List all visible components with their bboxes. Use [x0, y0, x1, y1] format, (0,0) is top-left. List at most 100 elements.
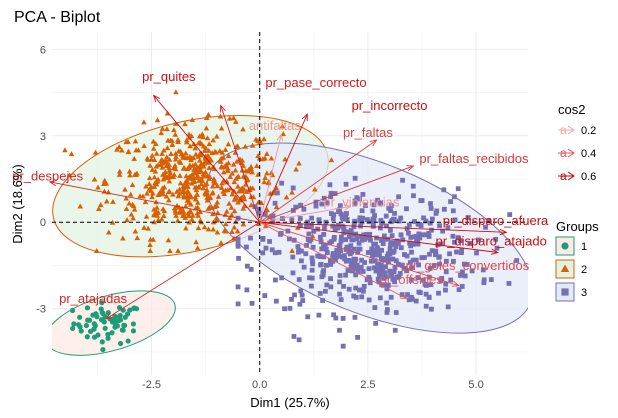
- label-pr_offsides: pr_offsides: [379, 272, 443, 287]
- group-1-point: [105, 335, 111, 341]
- group-2-point: [119, 147, 125, 153]
- group-3-point: [383, 274, 389, 280]
- group-3-point: [310, 261, 316, 267]
- group-3-point: [235, 243, 241, 249]
- group-2-point: [213, 215, 220, 221]
- group-3-point: [357, 196, 362, 202]
- variable-pr_faltas: pr_faltas: [259, 125, 393, 223]
- group-2-point: [218, 125, 225, 131]
- cos2-legend-label: 0.6: [581, 171, 596, 183]
- group-3-point: [392, 210, 397, 216]
- group-2-point: [215, 193, 222, 199]
- label-pr_faltas_recibidos: pr_faltas_recibidos: [419, 151, 529, 166]
- group-2-point: [205, 226, 212, 232]
- arrow-pr_atajadas: [105, 221, 260, 320]
- group-2-point: [204, 135, 211, 141]
- group-1-legend-label: 1: [581, 241, 587, 253]
- group-3-point: [245, 263, 250, 269]
- group-2-point: [110, 198, 116, 204]
- group-2-point: [198, 176, 205, 182]
- variable-pr_disparo_afuera: pr_disparo_afuera: [259, 213, 549, 236]
- group-3-point: [344, 216, 350, 222]
- group-3-point: [455, 186, 461, 192]
- group-3-point: [316, 312, 322, 318]
- variable-pr_pase_correcto: pr_pase_correcto: [219, 75, 367, 223]
- group-3-point: [388, 203, 394, 209]
- group-2-point: [125, 148, 132, 154]
- group-2-point: [206, 155, 213, 161]
- group-3-point: [386, 259, 391, 265]
- group-3-point: [390, 276, 396, 282]
- group-3-point: [248, 235, 253, 241]
- group-1-point: [122, 314, 128, 320]
- group-2-point: [176, 186, 183, 192]
- group-2-point: [156, 191, 163, 197]
- group-2-point: [232, 219, 239, 225]
- group-3-point: [443, 258, 449, 264]
- group-3-point: [296, 337, 302, 343]
- group-3-point: [291, 334, 297, 339]
- group-3-point: [357, 246, 363, 252]
- group-3-point: [360, 269, 366, 274]
- group-2-point: [195, 225, 202, 231]
- group-2-point: [240, 193, 247, 199]
- group-3-point: [351, 220, 357, 226]
- group-3-point: [324, 200, 330, 206]
- group-3-point: [331, 236, 337, 242]
- group-2-point: [191, 166, 198, 172]
- group-3-point: [320, 270, 326, 276]
- group-3-point: [341, 226, 347, 232]
- group-3-point: [388, 273, 394, 279]
- group-3-point: [396, 194, 402, 200]
- group-2-point: [188, 201, 194, 207]
- group-2-point: [124, 217, 130, 223]
- group-2-point: [151, 211, 157, 217]
- group-3-point: [378, 262, 384, 268]
- group-2-point: [159, 160, 166, 166]
- group-2-point: [132, 138, 139, 144]
- group-3-point: [356, 240, 362, 246]
- group-3-point: [371, 265, 377, 271]
- group-3-point: [338, 297, 344, 303]
- group-2-point: [154, 212, 161, 218]
- group-3-point: [296, 277, 302, 282]
- group-2-point: [223, 178, 230, 184]
- group-2-point: [203, 114, 210, 120]
- group-3-point: [260, 235, 266, 241]
- group-3-point: [416, 231, 422, 237]
- group-3-point: [399, 262, 405, 268]
- group-3-point: [414, 237, 420, 242]
- group-1-point: [95, 332, 101, 338]
- group-1-point: [110, 317, 116, 323]
- group-2-point: [328, 157, 335, 163]
- group-3-point: [387, 228, 393, 233]
- group-2-point: [229, 191, 236, 197]
- group-2-point: [181, 165, 187, 171]
- label-pr_violencias: pr_violencias: [323, 194, 399, 209]
- group-2-point: [201, 224, 208, 230]
- group-3-point: [321, 254, 327, 260]
- x-tick-label: -2.5: [142, 379, 161, 391]
- group-3-point: [452, 239, 457, 245]
- group-3-point: [308, 283, 314, 289]
- group-2-point: [197, 217, 204, 223]
- group-3-point: [426, 234, 432, 239]
- variable-pr_goles_convertidos: pr_goles_convertidos: [259, 221, 530, 287]
- arrowhead-pr_goles_convertidos: [451, 280, 460, 287]
- group-3-point: [387, 246, 393, 252]
- group-1-point: [122, 322, 128, 329]
- group-1-point: [114, 323, 120, 329]
- group-2-point: [183, 225, 189, 231]
- group-3-point: [452, 194, 457, 200]
- group-3-point: [235, 301, 241, 307]
- group-2-point: [196, 157, 203, 163]
- group-2-point: [242, 143, 249, 149]
- group-3-point: [433, 252, 439, 257]
- group-3-point: [366, 297, 372, 303]
- variable-pr_violencias: pr_violencias: [259, 194, 400, 223]
- group-2-point: [155, 162, 161, 168]
- group-3-point: [272, 250, 278, 256]
- group-1-point: [69, 307, 76, 314]
- group-3-point: [352, 198, 358, 204]
- group-3-point: [274, 190, 280, 196]
